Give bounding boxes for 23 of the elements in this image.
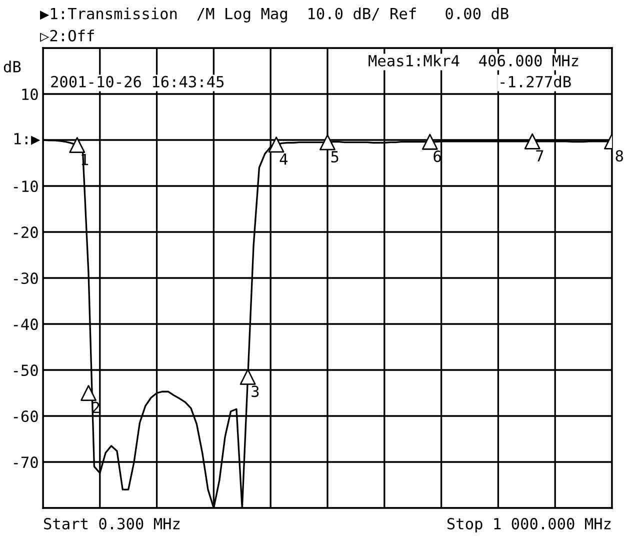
y-tick-label: -60 <box>14 410 38 422</box>
chart-title: ▶1:Transmission /M Log Mag 10.0 dB/ Ref 0.00 dB <box>40 8 508 22</box>
annotation: 4 <box>280 153 288 165</box>
chart-subtitle: ▷2:Off <box>40 30 94 42</box>
y-axis-title: dB <box>4 60 21 72</box>
annotation: Meas1:Mkr4 406.000 MHz <box>368 54 578 66</box>
annotation: 2001-10-26 16:43:45 <box>51 76 224 88</box>
annotation: 6 <box>434 150 441 162</box>
y-tick-label: 10 <box>22 88 38 100</box>
annotation: 7 <box>536 150 544 162</box>
text: Stop 1 000.000 MHz <box>447 518 611 532</box>
text: 8 <box>616 150 623 162</box>
y-tick-label: -10 <box>14 180 38 192</box>
y-tick-label: -20 <box>14 226 38 238</box>
annotation: -1.277dB <box>500 76 571 88</box>
y-tick-label: -50 <box>14 364 38 376</box>
annotation: 5 <box>331 151 338 163</box>
text: Start 0.300 MHz <box>44 518 180 530</box>
ref-line-label: 1:▶ <box>14 133 40 145</box>
y-tick-label: -40 <box>14 318 38 330</box>
annotation: 3 <box>252 386 259 398</box>
y-tick-label: -70 <box>14 456 38 468</box>
y-tick-label: -30 <box>14 272 38 284</box>
